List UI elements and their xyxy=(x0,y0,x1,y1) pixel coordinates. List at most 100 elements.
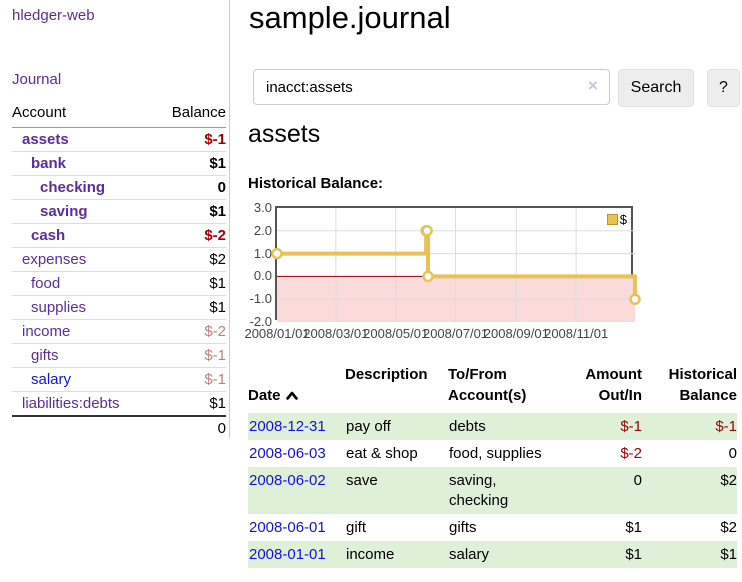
account-balance: $1 xyxy=(154,151,226,176)
clear-search-icon[interactable]: × xyxy=(588,76,598,95)
sidebar: hledger-web Journal Account Balance asse… xyxy=(0,0,230,440)
transaction-accounts: food, supplies xyxy=(449,445,542,462)
transaction-date-link[interactable]: 2008-12-31 xyxy=(249,418,326,435)
transaction-balance: $-1 xyxy=(715,418,737,435)
account-row: bank $1 xyxy=(12,151,226,176)
x-tick-label: 2008/09/01 xyxy=(483,326,549,341)
account-row: liabilities:debts $1 xyxy=(12,391,226,416)
balance-column-header: Balance xyxy=(154,100,226,128)
account-balance: $1 xyxy=(154,391,226,416)
register-account-heading: assets xyxy=(248,120,321,148)
account-tree-body: assets $-1 bank $1 checking 0 saving $1 cash $-2 e… xyxy=(12,128,226,416)
chart-y-axis: 3.0 2.0 1.0 0.0 -1.0 -2.0 xyxy=(230,0,272,340)
account-row: saving $1 xyxy=(12,199,226,224)
transaction-date-link[interactable]: 2008-06-02 xyxy=(249,472,326,489)
legend-swatch-icon xyxy=(606,214,618,225)
transaction-row: 2008-12-31 pay off debts $-1 $-1 xyxy=(248,413,737,440)
transaction-accounts: debts xyxy=(449,418,486,435)
sidebar-account-link[interactable]: liabilities:debts xyxy=(22,395,120,412)
account-balance: $-1 xyxy=(154,367,226,392)
x-tick-label: 2008/03/01 xyxy=(303,326,369,341)
account-total-value: 0 xyxy=(154,415,226,440)
account-row: supplies $1 xyxy=(12,295,226,320)
x-tick-label: 2008/11/01 xyxy=(544,326,609,341)
app-brand-link[interactable]: hledger-web xyxy=(12,7,95,24)
transaction-balance: $1 xyxy=(720,546,737,563)
transaction-description: save xyxy=(346,472,378,489)
chart-canvas xyxy=(271,208,641,322)
account-balance: $1 xyxy=(154,295,226,320)
transaction-balance: $2 xyxy=(720,519,737,536)
transaction-date-link[interactable]: 2008-01-01 xyxy=(249,546,326,563)
transaction-description: gift xyxy=(346,519,367,536)
account-row: salary $-1 xyxy=(12,367,226,392)
x-tick-label: 2008/07/01 xyxy=(422,326,489,341)
account-total-row: 0 xyxy=(12,415,226,440)
sidebar-account-link[interactable]: cash xyxy=(31,227,66,244)
sidebar-account-link[interactable]: gifts xyxy=(31,347,59,364)
legend-label: $ xyxy=(619,212,627,227)
transaction-row: 2008-06-02 save saving, checking 0 $2 xyxy=(248,467,737,514)
account-row: checking 0 xyxy=(12,175,226,200)
account-row: assets $-1 xyxy=(12,128,226,152)
account-row: food $1 xyxy=(12,271,226,296)
y-tick-label: -1.0 xyxy=(249,291,272,307)
x-tick-label: 2008/01/01 xyxy=(244,326,310,341)
sidebar-account-link[interactable]: salary xyxy=(31,371,72,388)
sidebar-account-link[interactable]: supplies xyxy=(31,299,87,316)
account-balance: $1 xyxy=(154,199,226,224)
register-header-date-label: Date xyxy=(248,387,281,404)
transaction-row: 2008-06-03 eat & shop food, supplies $-2 0 xyxy=(248,440,737,467)
account-tree: Account Balance assets $-1 bank $1 checking 0… xyxy=(12,100,226,440)
register-header-description: Description xyxy=(345,366,428,383)
search-input[interactable] xyxy=(253,69,610,105)
account-balance: $-2 xyxy=(154,319,226,344)
transaction-date-link[interactable]: 2008-06-01 xyxy=(249,519,326,536)
register-header-date[interactable]: Date xyxy=(248,362,345,413)
transaction-date-link[interactable]: 2008-06-03 xyxy=(249,445,326,462)
account-row: income $-2 xyxy=(12,319,226,344)
nav-journal-link[interactable]: Journal xyxy=(12,71,62,88)
account-balance: $1 xyxy=(154,271,226,296)
transaction-balance: 0 xyxy=(728,445,737,462)
account-balance: 0 xyxy=(154,175,226,200)
register-table: Date Description To/From Account(s) Amou… xyxy=(248,362,737,568)
register-header-amount: Amount Out/In xyxy=(585,366,642,404)
chart-title: Historical Balance: xyxy=(248,175,384,192)
x-tick-label: 2008/05/01 xyxy=(363,326,429,341)
sort-ascending-icon xyxy=(285,386,299,407)
account-balance: $2 xyxy=(154,247,226,272)
chart-legend: $ xyxy=(606,212,627,227)
transaction-amount: $-2 xyxy=(620,445,642,462)
transaction-description: income xyxy=(346,546,395,563)
sidebar-account-link[interactable]: bank xyxy=(31,155,67,172)
sidebar-account-link[interactable]: saving xyxy=(40,203,88,220)
y-tick-label: -2.0 xyxy=(249,314,272,329)
sidebar-account-link[interactable]: checking xyxy=(40,179,106,196)
transaction-row: 2008-06-01 gift gifts $1 $2 xyxy=(248,514,737,541)
y-tick-label: 3.0 xyxy=(253,200,272,215)
sidebar-account-link[interactable]: income xyxy=(22,323,71,340)
sidebar-account-link[interactable]: expenses xyxy=(22,251,87,268)
transaction-accounts: gifts xyxy=(449,519,477,536)
account-row: gifts $-1 xyxy=(12,343,226,368)
account-column-header: Account xyxy=(12,100,155,128)
account-row: expenses $2 xyxy=(12,247,226,272)
y-tick-label: 2.0 xyxy=(253,222,272,238)
page-title: sample.journal xyxy=(249,0,451,35)
account-balance: $-2 xyxy=(154,223,226,248)
sidebar-account-link[interactable]: assets xyxy=(22,131,69,148)
y-tick-label: 1.0 xyxy=(253,245,272,261)
transaction-amount: 0 xyxy=(633,472,642,489)
search-help-button[interactable]: ? xyxy=(707,69,740,107)
chart-x-axis: 2008/01/01 2008/03/01 2008/05/01 2008/07/01… xyxy=(244,326,635,342)
transaction-row: 2008-01-01 income salary $1 $1 xyxy=(248,541,737,568)
register-body: 2008-12-31 pay off debts $-1 $-1 2008-06-03 ea… xyxy=(248,413,737,568)
register-header-tofrom: To/From Account(s) xyxy=(448,366,527,404)
transaction-amount: $1 xyxy=(625,519,642,536)
transaction-accounts: saving, checking xyxy=(449,472,509,509)
search-button[interactable]: Search xyxy=(618,69,694,107)
transaction-accounts: salary xyxy=(449,546,490,563)
sidebar-account-link[interactable]: food xyxy=(31,275,61,292)
transaction-description: eat & shop xyxy=(346,445,418,462)
